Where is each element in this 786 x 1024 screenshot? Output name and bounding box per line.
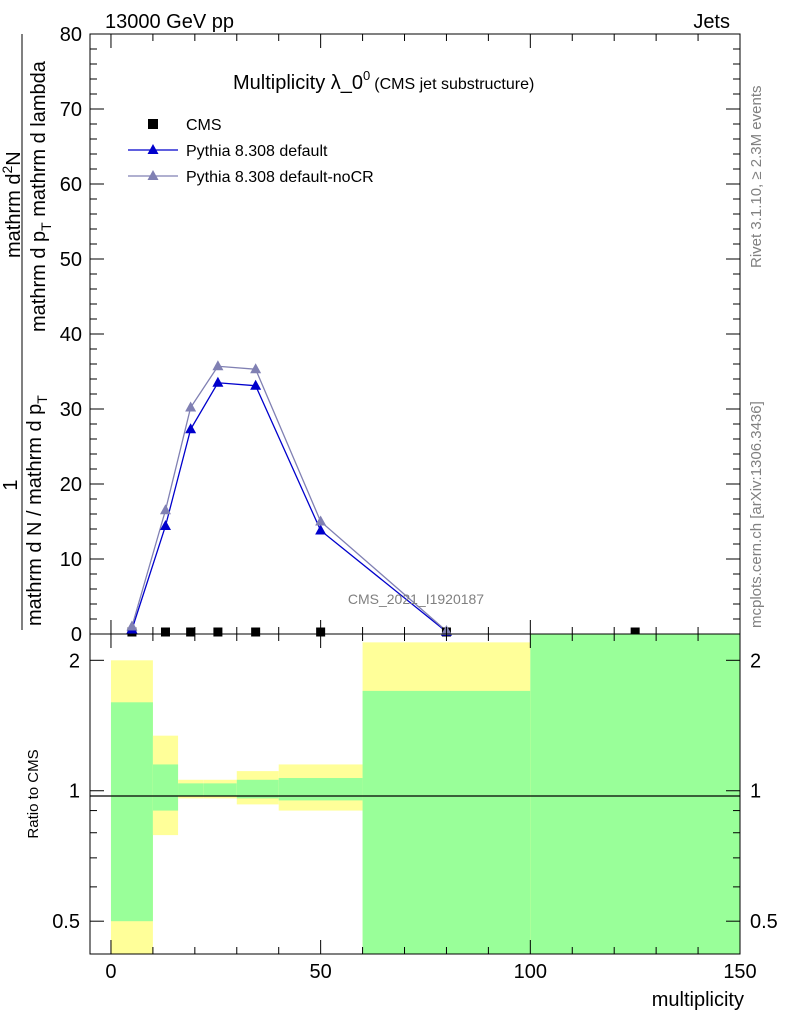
legend-label-cms: CMS [186,117,222,134]
chart-title: Multiplicity λ_00 (CMS jet substructure) [233,68,534,94]
y-label-numerator: 1 [0,479,22,490]
chart-title-main: Multiplicity λ_0 [233,72,363,94]
x-tick-label: 150 [723,961,756,983]
mc-point [126,620,138,631]
chart-title-sup: 0 [363,68,370,83]
legend-label-nocr: Pythia 8.308 default-noCR [186,169,374,186]
x-tick-label: 100 [514,961,547,983]
main-y-ticks: 10 20 30 40 50 60 70 80 0 [60,24,740,646]
ratio-band-green [203,783,237,797]
main-y-tick-label: 20 [60,474,82,496]
ratio-band-green [362,690,531,954]
ratio-bands [110,634,740,954]
main-y-tick-label: 10 [60,549,82,571]
main-y-tick-label: 70 [60,99,82,121]
mc-point [185,423,197,434]
ratio-y-ticks: 0.5 0.5 1 1 2 2 [52,650,778,933]
cms-point [630,627,640,637]
main-x-ticks [110,34,741,634]
y-label-denominator: mathrm d N / mathrm d pT [24,395,50,626]
cms-point [251,627,261,637]
main-data-layer [126,360,640,637]
mc-point [159,504,171,515]
main-y-tick-label: 40 [60,324,82,346]
legend-marker-nocr [147,170,159,180]
main-y-tick-label: 60 [60,174,82,196]
ratio-y-tick-label: 0.5 [52,911,80,933]
ratio-y-tick-label: 1 [69,781,80,803]
legend-label-default: Pythia 8.308 default [186,143,328,160]
ratio-panel: 0.5 0.5 1 1 2 2 0 50 100 150 Ratio to CMS multip… [25,633,778,1011]
ratio-band-green [278,778,363,801]
x-tick-label: 50 [310,961,332,983]
ratio-y-label: Ratio to CMS [25,749,42,838]
legend-marker-cms [148,119,158,129]
mc-point [250,379,262,390]
ratio-band-green [152,764,179,811]
mc-point [315,515,327,526]
ratio-frame [89,633,741,955]
ratio-band-green [178,783,204,797]
y-axis-label: 1 mathrm d N / mathrm d pT mathrm d2N ma… [0,34,54,630]
main-y-tick-label: 80 [60,24,82,46]
main-y-tick-label: 30 [60,399,82,421]
ratio-y-tick-label-right: 2 [750,650,761,672]
header-right: Jets [693,11,730,33]
mc-point [250,363,262,374]
watermark: CMS_2021_I1920187 [348,591,484,607]
ratio-y-tick-label: 2 [69,650,80,672]
ratio-band-green [236,779,279,799]
ratio-y-tick-label-right: 0.5 [750,911,778,933]
mcplots-label: mcplots.cern.ch [arXiv:1306.3436] [748,401,765,628]
mc-point [212,360,224,371]
mc-point [159,520,171,530]
ratio-x-ticks: 0 50 100 150 [105,634,757,983]
x-axis-label: multiplicity [652,989,744,1011]
ratio-y-tick-label-right: 1 [750,781,761,803]
y-label-inner-numerator: mathrm d2N [0,151,25,258]
main-y-tick-label: 50 [60,249,82,271]
cms-point [160,627,170,637]
y-label-inner-denominator: mathrm d pT mathrm d lambda [28,60,54,332]
cms-point [186,627,196,637]
x-tick-label: 0 [105,961,116,983]
mc-point [212,376,224,387]
legend: CMS Pythia 8.308 default Pythia 8.308 de… [128,117,374,186]
cms-point [213,627,223,637]
ratio-band-green [530,634,740,954]
legend-marker-default [147,144,159,154]
header-left: 13000 GeV pp [105,11,234,33]
mc-point [315,524,327,535]
chart-title-sub: (CMS jet substructure) [374,76,534,93]
rivet-label: Rivet 3.1.10, ≥ 2.3M events [748,86,765,269]
ratio-band-green [110,702,153,922]
main-y-tick-label-zero: 0 [71,624,82,646]
mc-point [185,401,197,412]
